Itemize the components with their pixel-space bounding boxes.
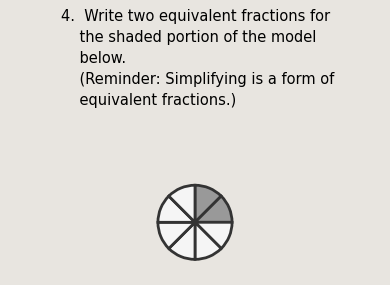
Text: 4.  Write two equivalent fractions for
    the shaded portion of the model
    b: 4. Write two equivalent fractions for th… bbox=[61, 9, 334, 107]
Wedge shape bbox=[195, 196, 232, 222]
Wedge shape bbox=[169, 185, 195, 222]
Wedge shape bbox=[195, 185, 221, 222]
Wedge shape bbox=[195, 222, 232, 249]
Wedge shape bbox=[195, 222, 221, 259]
Wedge shape bbox=[158, 222, 195, 249]
Wedge shape bbox=[158, 196, 195, 222]
Wedge shape bbox=[169, 222, 195, 259]
